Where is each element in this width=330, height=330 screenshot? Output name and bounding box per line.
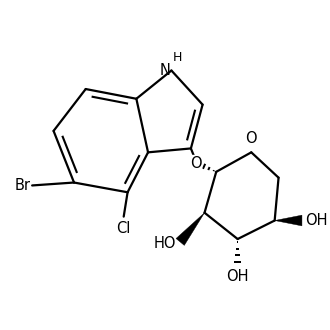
Polygon shape <box>275 215 302 226</box>
Text: HO: HO <box>154 236 176 251</box>
Text: O: O <box>246 131 257 146</box>
Text: Br: Br <box>14 178 30 193</box>
Text: OH: OH <box>305 213 327 228</box>
Polygon shape <box>176 213 205 246</box>
Text: N: N <box>160 63 171 78</box>
Text: H: H <box>172 51 182 64</box>
Text: Cl: Cl <box>116 220 131 236</box>
Text: OH: OH <box>226 269 249 284</box>
Text: O: O <box>190 155 202 171</box>
